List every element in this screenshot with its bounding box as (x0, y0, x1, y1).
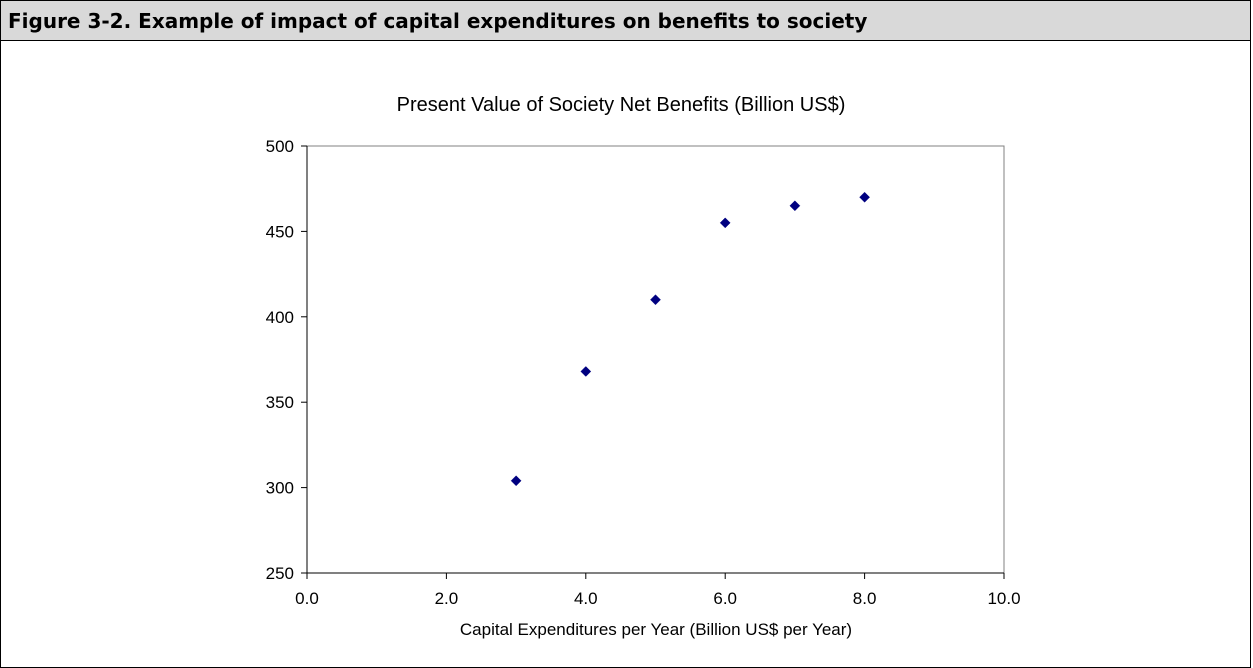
x-tick-label: 4.0 (574, 589, 598, 608)
x-tick-label: 6.0 (713, 589, 737, 608)
data-point (789, 200, 801, 212)
x-tick-label: 10.0 (987, 589, 1020, 608)
figure-caption: Figure 3-2. Example of impact of capital… (1, 1, 1250, 41)
plot-frame (306, 145, 1005, 574)
chart-area: Present Value of Society Net Benefits (B… (1, 41, 1252, 661)
x-axis-label: Capital Expenditures per Year (Billion U… (460, 620, 852, 639)
scatter-chart: Present Value of Society Net Benefits (B… (266, 94, 1021, 639)
y-tick-label: 450 (266, 222, 294, 241)
axes-layer: 250 300 350 400 450 500 0.0 2.0 4.0 6.0 8.0 10.0 (266, 137, 1021, 608)
data-point (580, 366, 592, 377)
data-point (650, 294, 661, 306)
y-tick-label: 400 (266, 308, 294, 327)
y-tick-label: 250 (266, 564, 294, 583)
data-point (719, 217, 731, 229)
x-tick-label: 2.0 (435, 589, 459, 608)
x-tick-label: 8.0 (853, 589, 877, 608)
x-tick-label: 0.0 (295, 589, 319, 608)
chart-title: Present Value of Society Net Benefits (B… (397, 94, 846, 116)
y-tick-label: 300 (266, 479, 294, 498)
data-point (510, 475, 522, 487)
y-tick-label: 350 (266, 393, 294, 412)
data-point (859, 191, 870, 203)
points-layer (510, 191, 870, 487)
y-tick-label: 500 (266, 137, 294, 156)
